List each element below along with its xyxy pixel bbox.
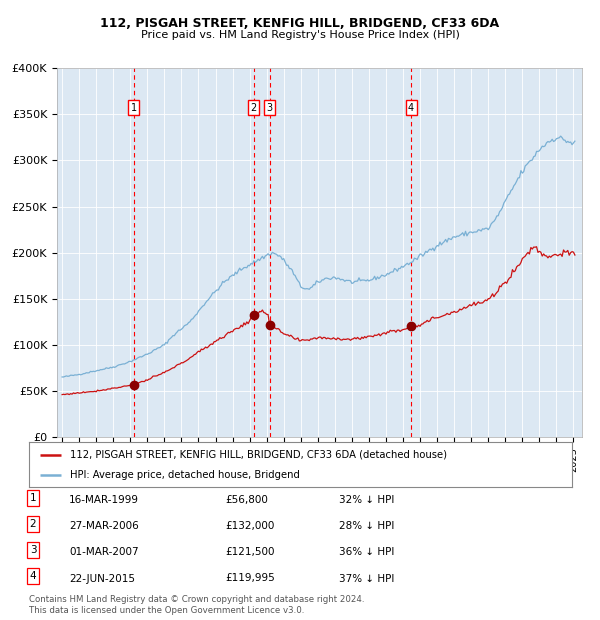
- Text: 112, PISGAH STREET, KENFIG HILL, BRIDGEND, CF33 6DA: 112, PISGAH STREET, KENFIG HILL, BRIDGEN…: [100, 17, 500, 30]
- Text: 16-MAR-1999: 16-MAR-1999: [69, 495, 139, 505]
- Text: 2: 2: [29, 519, 37, 529]
- Text: 36% ↓ HPI: 36% ↓ HPI: [339, 547, 394, 557]
- Text: 3: 3: [266, 103, 272, 113]
- Text: 112, PISGAH STREET, KENFIG HILL, BRIDGEND, CF33 6DA (detached house): 112, PISGAH STREET, KENFIG HILL, BRIDGEN…: [70, 450, 446, 459]
- Text: £119,995: £119,995: [225, 574, 275, 583]
- Text: 32% ↓ HPI: 32% ↓ HPI: [339, 495, 394, 505]
- Text: £121,500: £121,500: [225, 547, 275, 557]
- Text: HPI: Average price, detached house, Bridgend: HPI: Average price, detached house, Brid…: [70, 470, 299, 480]
- Text: 4: 4: [29, 571, 37, 581]
- Text: Price paid vs. HM Land Registry's House Price Index (HPI): Price paid vs. HM Land Registry's House …: [140, 30, 460, 40]
- Text: This data is licensed under the Open Government Licence v3.0.: This data is licensed under the Open Gov…: [29, 606, 304, 616]
- Text: 1: 1: [29, 493, 37, 503]
- Text: 27-MAR-2006: 27-MAR-2006: [69, 521, 139, 531]
- Text: 01-MAR-2007: 01-MAR-2007: [69, 547, 139, 557]
- Text: £132,000: £132,000: [225, 521, 274, 531]
- Text: 22-JUN-2015: 22-JUN-2015: [69, 574, 135, 583]
- Text: £56,800: £56,800: [225, 495, 268, 505]
- Text: 28% ↓ HPI: 28% ↓ HPI: [339, 521, 394, 531]
- Text: 1: 1: [131, 103, 137, 113]
- Text: 37% ↓ HPI: 37% ↓ HPI: [339, 574, 394, 583]
- Text: 3: 3: [29, 545, 37, 555]
- Text: 4: 4: [408, 103, 414, 113]
- Text: 2: 2: [250, 103, 257, 113]
- Text: Contains HM Land Registry data © Crown copyright and database right 2024.: Contains HM Land Registry data © Crown c…: [29, 595, 364, 604]
